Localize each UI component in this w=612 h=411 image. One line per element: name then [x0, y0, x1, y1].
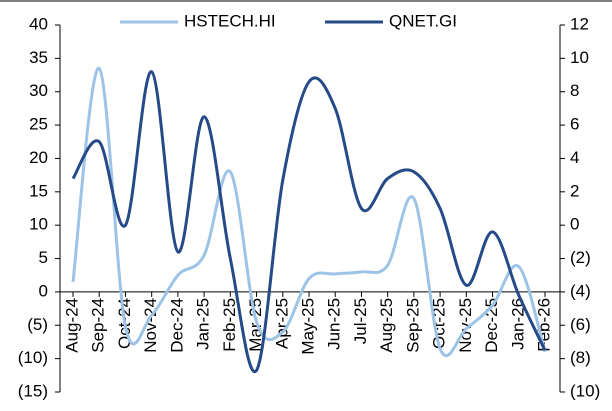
x-tick-label: May-25 [298, 298, 317, 355]
y2-tick-label: 10 [570, 48, 589, 67]
y2-tick-label: 2 [570, 181, 579, 200]
y-tick-label: 15 [29, 181, 48, 200]
y-tick-label: 0 [39, 281, 48, 300]
y-tick-label: 25 [29, 115, 48, 134]
y-tick-label: 20 [29, 148, 48, 167]
y2-tick-label: 12 [570, 14, 589, 33]
y-tick-label: (5) [27, 315, 48, 334]
x-tick-label: Aug-25 [377, 298, 396, 353]
series-line [71, 66, 547, 358]
y2-tick-label: (2) [570, 248, 591, 267]
y2-tick-label: 4 [570, 148, 579, 167]
legend-label: QNET.GI [389, 11, 457, 30]
legend-label: HSTECH.HI [184, 11, 276, 30]
y2-tick-label: (4) [570, 281, 591, 300]
y-tick-label: 40 [29, 14, 48, 33]
y2-tick-label: 6 [570, 115, 579, 134]
x-tick-label: Jan-26 [508, 298, 527, 350]
y-tick-label: (15) [18, 381, 48, 400]
y2-tick-label: 8 [570, 81, 579, 100]
y2-tick-label: 0 [570, 215, 579, 234]
y2-tick-label: (10) [570, 381, 600, 400]
series-line [71, 70, 547, 374]
x-tick-label: Dec-24 [167, 298, 186, 353]
y-tick-label: (10) [18, 348, 48, 367]
x-tick-label: Jan-25 [194, 298, 213, 350]
x-tick-label: Mar-25 [246, 298, 265, 352]
x-tick-label: Oct-25 [430, 298, 449, 349]
y-tick-label: 10 [29, 215, 48, 234]
y-tick-label: 5 [39, 248, 48, 267]
y-tick-label: 30 [29, 81, 48, 100]
y2-tick-label: (6) [570, 315, 591, 334]
y-tick-label: 35 [29, 48, 48, 67]
x-tick-label: Sep-25 [403, 298, 422, 353]
x-tick-label: Feb-25 [220, 298, 239, 352]
y2-tick-label: (8) [570, 348, 591, 367]
x-tick-label: Jun-25 [325, 298, 344, 350]
x-tick-label: Jul-25 [351, 298, 370, 344]
x-tick-label: Aug-24 [62, 298, 81, 353]
x-tick-label: Sep-24 [89, 298, 108, 353]
